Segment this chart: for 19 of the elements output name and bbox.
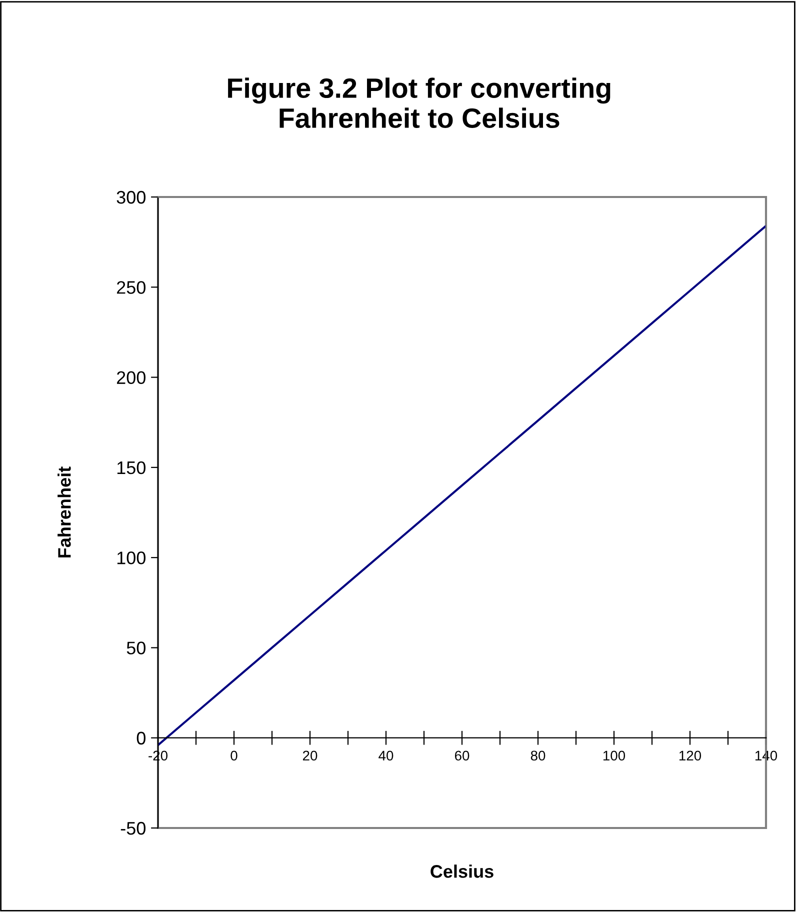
y-tick-label: 200 (116, 371, 146, 384)
x-tick-label: 0 (230, 750, 238, 761)
y-axis-title: Fahrenheit (58, 466, 71, 558)
x-tick-label: 100 (603, 750, 626, 761)
y-tick-label: 300 (116, 190, 146, 204)
y-tick-label: 50 (126, 642, 146, 654)
x-tick-label: 120 (679, 750, 702, 761)
y-tick-label: 250 (116, 281, 146, 294)
x-tick-label: 40 (378, 750, 394, 761)
y-tick-label: -50 (120, 822, 146, 835)
y-tick-label: 150 (117, 461, 146, 474)
x-tick-label: 80 (530, 750, 546, 761)
x-tick-label: 60 (454, 750, 470, 761)
x-tick-label: 20 (302, 750, 318, 761)
y-tick-label: 0 (136, 732, 146, 745)
x-tick-label: 140 (755, 750, 778, 761)
x-axis-title: Celsius (430, 864, 494, 878)
y-tick-label: 100 (117, 552, 146, 564)
chart-title: Figure 3.2 Plot for converting Fahrenheit to Celsius (228, 78, 610, 128)
